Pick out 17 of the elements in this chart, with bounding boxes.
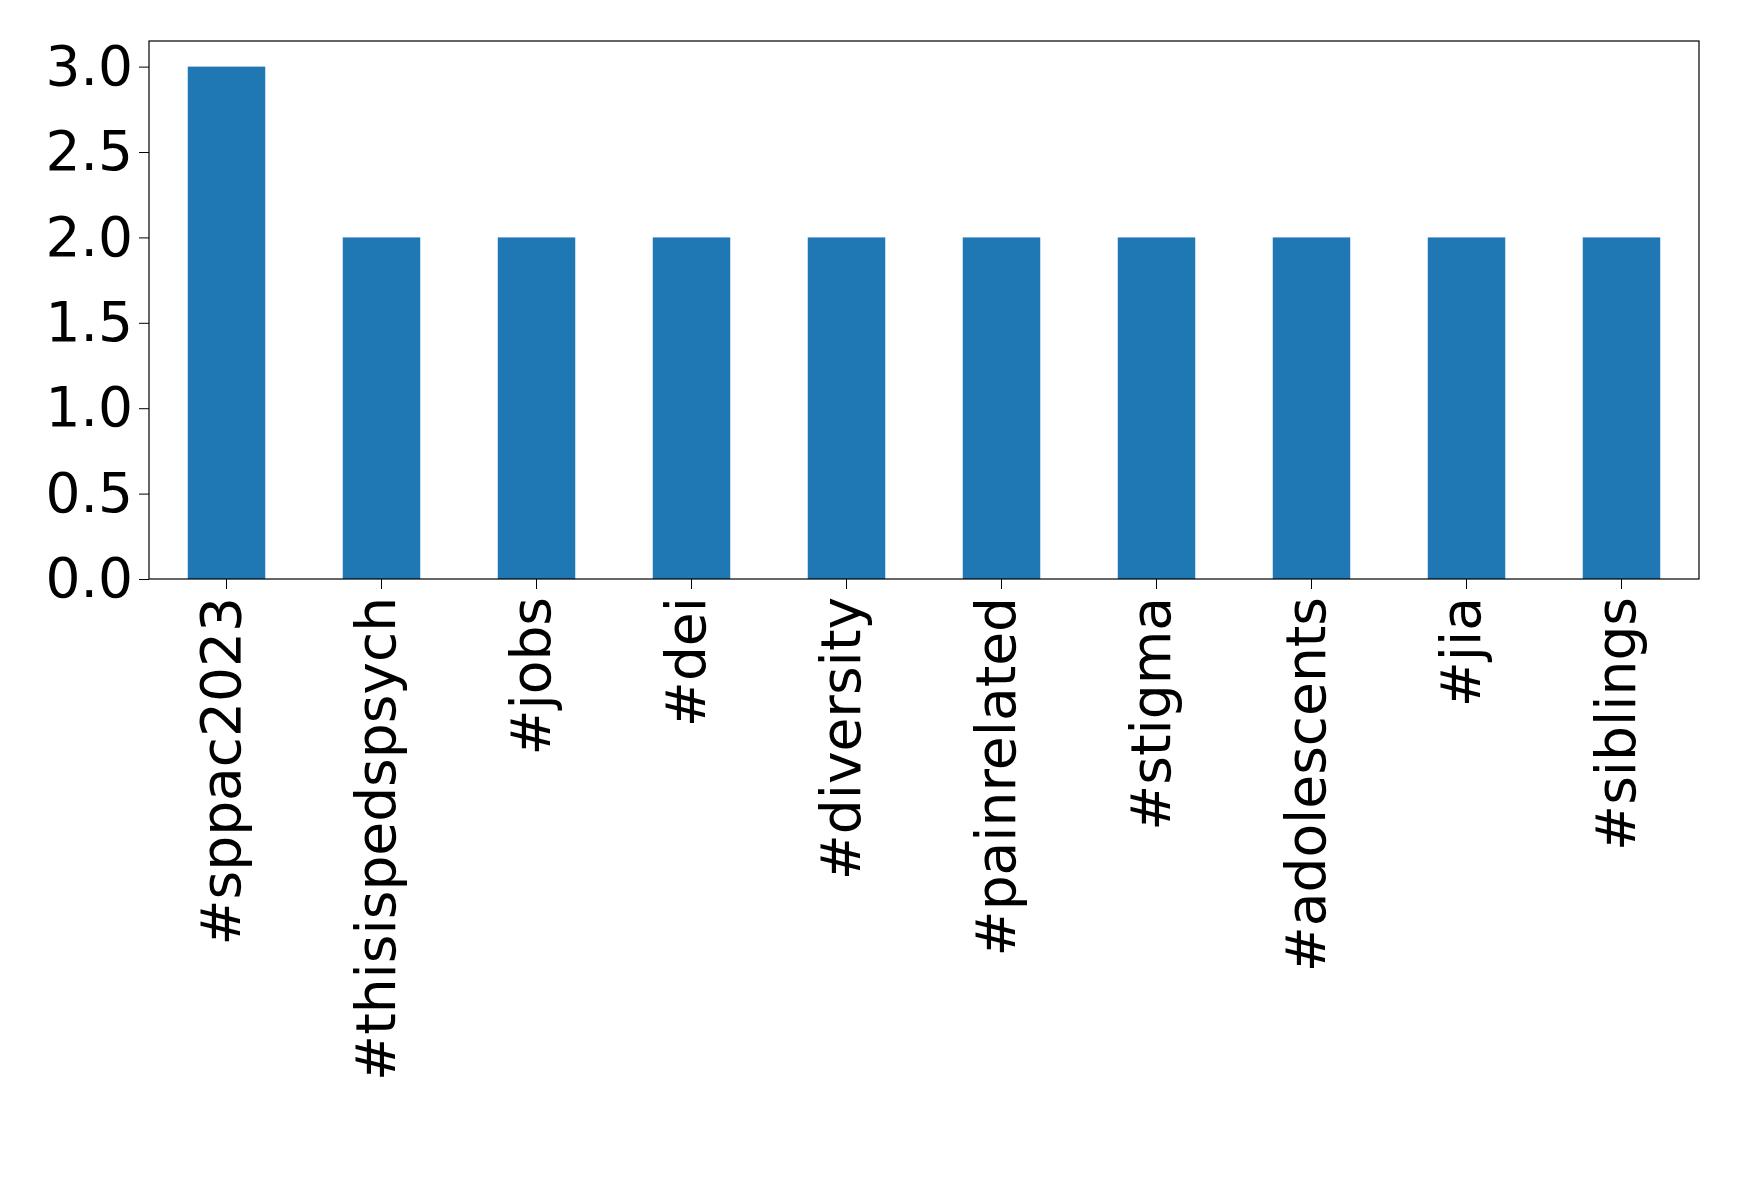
- x-tick-label: #thisispedspsych: [344, 597, 408, 1081]
- x-tick-label: #dei: [654, 597, 718, 728]
- x-tick-label: #stigma: [1119, 597, 1183, 831]
- x-tick-label: #painrelated: [964, 597, 1028, 957]
- x-tick-label: #adolescents: [1274, 597, 1338, 973]
- x-tick-label: #siblings: [1584, 597, 1648, 851]
- y-tick-label: 0.5: [45, 460, 133, 525]
- x-tick-label: #diversity: [809, 597, 873, 881]
- x-tick-label: #jia: [1429, 597, 1493, 708]
- y-tick-label: 1.5: [45, 289, 133, 354]
- y-tick-label: 2.5: [45, 119, 133, 184]
- y-tick-label: 1.0: [45, 375, 133, 440]
- y-tick-label: 0.0: [45, 546, 133, 611]
- y-tick-label: 3.0: [45, 33, 133, 98]
- y-tick-label: 2.0: [45, 204, 133, 269]
- x-tick-label: #sppac2023: [189, 597, 253, 946]
- x-tick-label: #jobs: [499, 597, 563, 756]
